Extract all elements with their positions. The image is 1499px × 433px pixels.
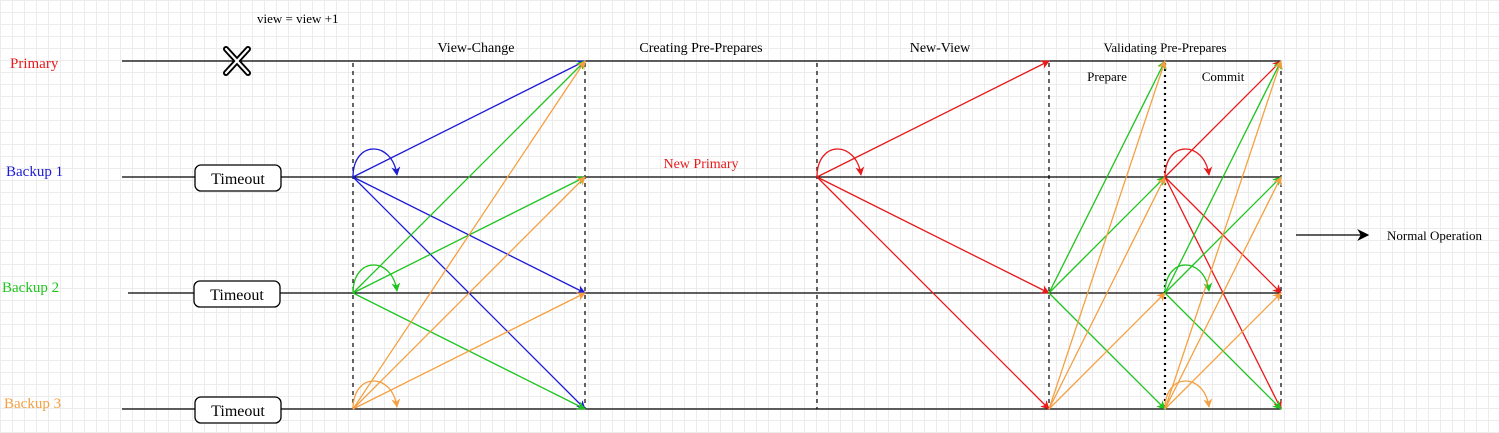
- timeout-box-backup2: Timeout: [193, 280, 281, 308]
- message-arrow: [1164, 60, 1283, 410]
- message-arrow: [1048, 292, 1166, 410]
- message-arrow: [1164, 292, 1282, 410]
- message-arrow: [352, 60, 586, 410]
- message-arrow: [352, 176, 586, 410]
- commit-messages: [1164, 60, 1283, 410]
- self-loop-arrow: [352, 380, 401, 410]
- phase-label-commit: Commit: [1202, 69, 1245, 84]
- message-arrow: [1164, 176, 1282, 410]
- self-loop-arrow: [1164, 264, 1213, 294]
- message-arrow: [816, 176, 1050, 294]
- node-label-primary: Primary: [10, 56, 59, 72]
- node-label-backup1: Backup 1: [6, 164, 63, 180]
- x-mark-icon: [223, 46, 251, 76]
- message-arrow: [1164, 60, 1282, 178]
- view-update-label: view = view +1: [257, 11, 338, 26]
- timeout-box-backup1: Timeout: [194, 164, 282, 192]
- message-arrow: [352, 292, 586, 410]
- phase-label-view-change: View-Change: [438, 41, 515, 56]
- message-arrow: [1164, 60, 1282, 294]
- self-loop-arrow: [352, 148, 401, 178]
- timeout-label: Timeout: [211, 171, 265, 188]
- timeout-box-backup3: Timeout: [194, 396, 282, 424]
- node-label-backup3: Backup 3: [4, 396, 61, 412]
- new-view-messages: [816, 60, 1050, 410]
- prepare-messages: [1048, 60, 1167, 410]
- new-primary-label: New Primary: [663, 157, 738, 172]
- message-arrow: [816, 176, 1050, 410]
- view-change-messages: [352, 60, 586, 410]
- message-arrow: [1048, 60, 1166, 294]
- phase-label-prepare: Prepare: [1087, 69, 1127, 84]
- message-arrow: [352, 60, 586, 178]
- message-arrow: [1048, 176, 1166, 410]
- timeout-label: Timeout: [210, 287, 264, 304]
- normal-operation-label: Normal Operation: [1387, 228, 1482, 243]
- message-arrow: [1048, 60, 1167, 410]
- phase-label-validating-pre-prepares: Validating Pre-Prepares: [1103, 40, 1226, 55]
- self-loop-arrow: [1164, 148, 1213, 178]
- self-loop-arrow: [816, 148, 865, 178]
- message-arrow: [816, 60, 1050, 178]
- phase-label-creating-pre-prepares: Creating Pre-Prepares: [639, 41, 762, 56]
- self-loop-arrow: [352, 264, 401, 294]
- self-loop-arrow: [1164, 380, 1213, 410]
- node-label-backup2: Backup 2: [2, 280, 59, 296]
- message-arrow: [352, 60, 586, 294]
- timeout-label: Timeout: [211, 403, 265, 420]
- phase-label-new-view: New-View: [910, 41, 971, 56]
